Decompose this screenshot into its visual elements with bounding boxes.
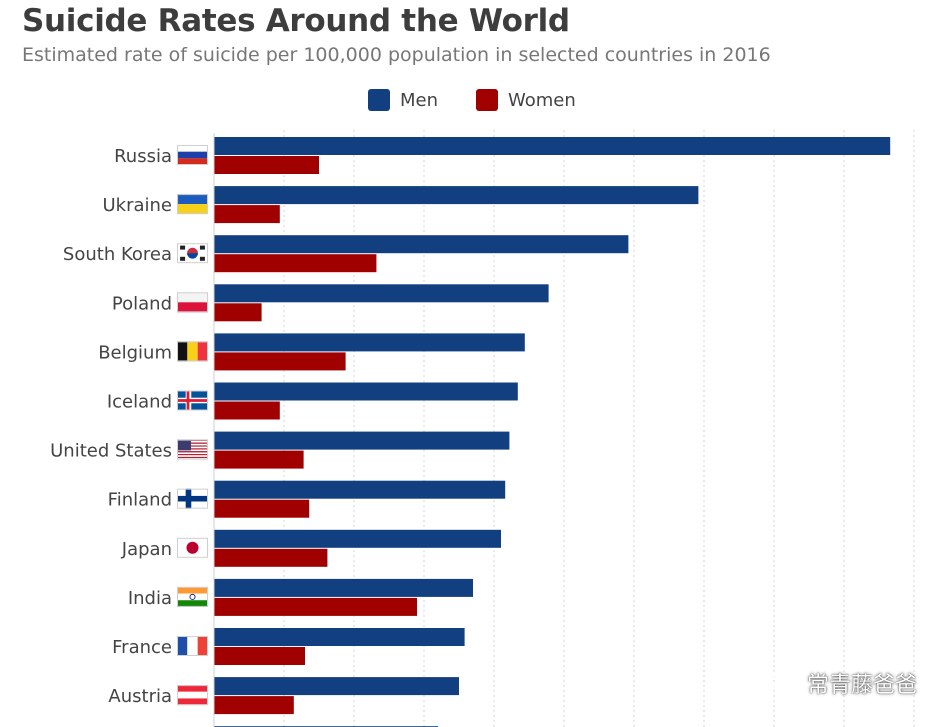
- category-label-belgium: Belgium: [98, 342, 172, 363]
- bar-women-belgium: [214, 352, 346, 371]
- japan-flag-icon: [177, 537, 208, 558]
- legend-swatch-women: [476, 89, 499, 111]
- category-label-united-states: United States: [50, 441, 172, 462]
- category-label-russia: Russia: [114, 146, 172, 167]
- category-label-poland: Poland: [112, 293, 172, 314]
- bar-women-france: [214, 647, 305, 665]
- bar-women-russia: [214, 156, 319, 174]
- russia-flag-icon: [177, 145, 208, 165]
- bar-men-russia: [214, 137, 891, 155]
- bar-women-japan: [214, 548, 328, 567]
- bar-men-austria: [214, 677, 459, 696]
- wechat-icon: [769, 671, 799, 694]
- bar-men-belgium: [214, 333, 525, 352]
- legend: Men Women: [368, 89, 576, 111]
- bar-women-india: [214, 597, 417, 616]
- bar-men-iceland: [214, 382, 518, 401]
- category-label-ukraine: Ukraine: [102, 195, 172, 216]
- united-states-flag-icon: [177, 439, 208, 460]
- finland-flag-icon: [177, 488, 208, 509]
- india-flag-icon: [177, 586, 208, 607]
- bar-men-poland: [214, 284, 549, 303]
- legend-label-women: Women: [508, 89, 576, 111]
- legend-item-women[interactable]: Women: [476, 89, 576, 111]
- ukraine-flag-icon: [177, 194, 208, 215]
- category-label-finland: Finland: [108, 490, 172, 511]
- belgium-flag-icon: [177, 341, 208, 362]
- bar-women-finland: [214, 499, 310, 518]
- south-korea-flag-icon: [177, 243, 208, 264]
- bar-women-austria: [214, 696, 294, 715]
- legend-label-men: Men: [400, 89, 439, 111]
- watermark: 常青藤爸爸: [769, 667, 917, 699]
- category-label-iceland: Iceland: [107, 392, 172, 413]
- category-label-south-korea: South Korea: [63, 244, 172, 265]
- iceland-flag-icon: [177, 390, 208, 411]
- category-label-france: France: [112, 637, 172, 658]
- bar-women-poland: [214, 303, 262, 322]
- bar-men-south-korea: [214, 235, 629, 254]
- bar-men-india: [214, 578, 473, 597]
- bar-men-japan: [214, 529, 501, 548]
- category-label-austria: Austria: [108, 686, 172, 707]
- bar-women-south-korea: [214, 254, 377, 273]
- bar-men-finland: [214, 480, 506, 499]
- chart-subtitle: Estimated rate of suicide per 100,000 po…: [22, 44, 771, 66]
- bar-women-iceland: [214, 401, 280, 420]
- france-flag-icon: [177, 636, 208, 656]
- bar-men-ukraine: [214, 186, 699, 205]
- bar-men-united-states: [214, 431, 510, 450]
- poland-flag-icon: [177, 292, 208, 313]
- bar-women-ukraine: [214, 205, 280, 224]
- legend-item-men[interactable]: Men: [368, 89, 438, 111]
- austria-flag-icon: [177, 685, 208, 706]
- watermark-text: 常青藤爸爸: [806, 673, 917, 698]
- chart-title: Suicide Rates Around the World: [22, 3, 570, 39]
- legend-swatch-men: [368, 89, 390, 111]
- bar-men-france: [214, 628, 465, 646]
- category-label-japan: Japan: [121, 539, 172, 560]
- bar-women-united-states: [214, 450, 304, 469]
- category-label-india: India: [128, 588, 172, 609]
